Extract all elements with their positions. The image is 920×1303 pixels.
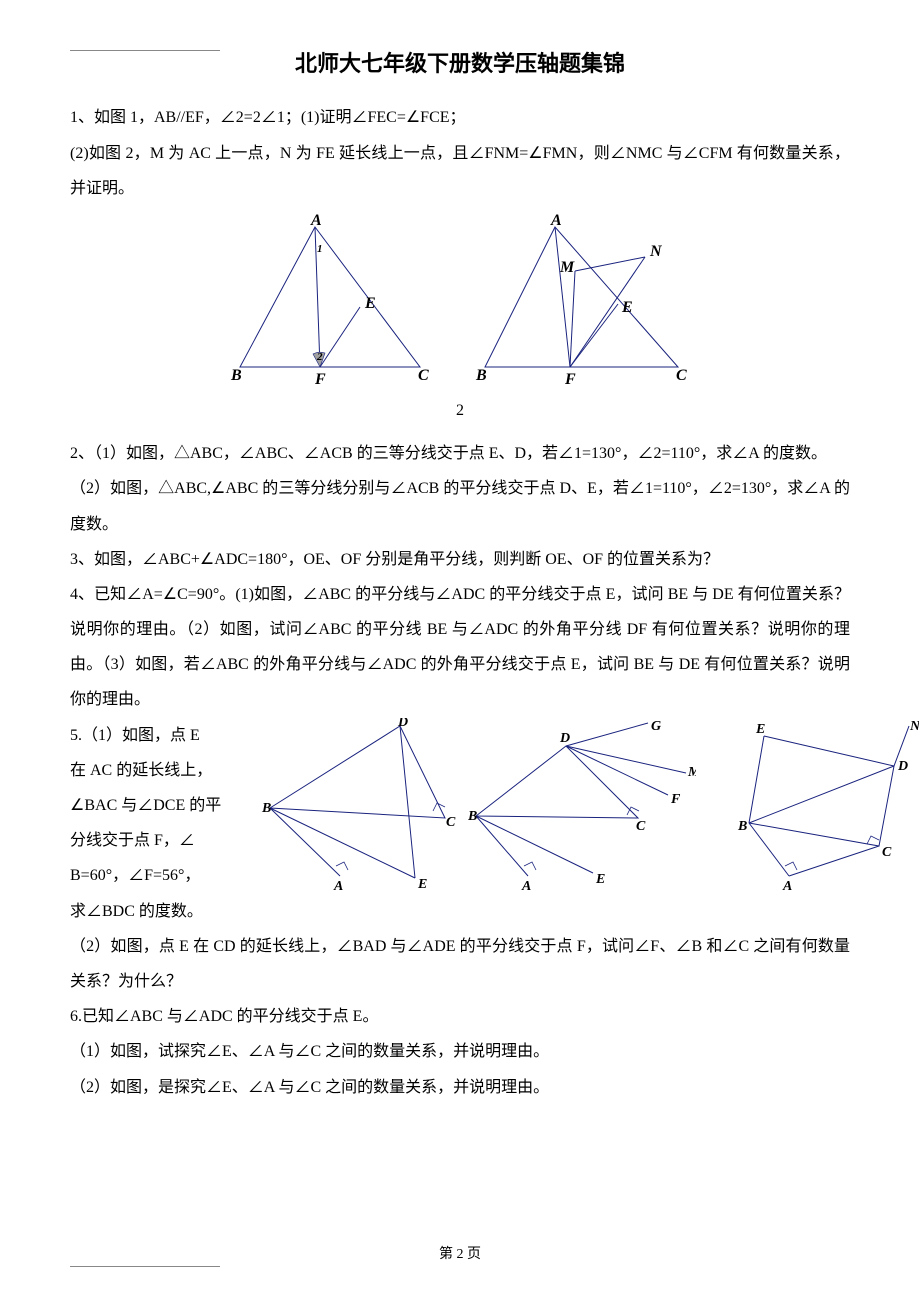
q1-part2: (2)如图 2，M 为 AC 上一点，N 为 FE 延长线上一点，且∠FNM=∠… — [70, 136, 850, 206]
q6-intro: 6.已知∠ABC 与∠ADC 的平分线交于点 E。 — [70, 999, 850, 1034]
footer: 第 2 页 — [70, 1240, 850, 1271]
svg-text:D: D — [397, 718, 408, 730]
svg-text:E: E — [595, 872, 605, 887]
svg-text:D: D — [897, 759, 908, 774]
svg-text:A: A — [310, 212, 322, 229]
svg-text:F: F — [564, 371, 576, 387]
svg-text:2: 2 — [316, 351, 323, 363]
svg-text:C: C — [636, 819, 646, 834]
svg-text:D: D — [559, 731, 570, 746]
q5-text-column: 5.（1）如图，点 E 在 AC 的延长线上， ∠BAC 与∠DCE 的平 分线… — [70, 718, 250, 894]
svg-text:B: B — [475, 367, 487, 384]
svg-text:C: C — [446, 815, 456, 830]
q4: 4、已知∠A=∠C=90°。(1)如图，∠ABC 的平分线与∠ADC 的平分线交… — [70, 577, 850, 718]
svg-text:B: B — [468, 809, 477, 824]
figure-2-label: 2 — [70, 393, 850, 428]
q6-part1: （1）如图，试探究∠E、∠A 与∠C 之间的数量关系，并说明理由。 — [70, 1034, 850, 1069]
q6-part2: （2）如图，是探究∠E、∠A 与∠C 之间的数量关系，并说明理由。 — [70, 1070, 850, 1105]
q5-line4: 分线交于点 F，∠ — [70, 823, 250, 858]
svg-text:N: N — [909, 719, 919, 734]
q5-block: 5.（1）如图，点 E 在 AC 的延长线上， ∠BAC 与∠DCE 的平 分线… — [70, 718, 850, 894]
q5-line1: 5.（1）如图，点 E — [70, 718, 250, 753]
q4-figures: B C D A E B — [260, 718, 919, 894]
svg-text:A: A — [550, 212, 562, 229]
figure-2: A B C E F M N — [470, 212, 695, 387]
svg-text:M: M — [687, 765, 696, 780]
figures-q1: A B C E F 1 2 A B C E — [70, 212, 850, 387]
svg-text:E: E — [755, 722, 765, 737]
svg-text:F: F — [314, 371, 326, 387]
figure-4a: B C D A E — [260, 718, 460, 893]
svg-text:B: B — [261, 801, 271, 816]
svg-text:N: N — [649, 243, 663, 260]
svg-text:A: A — [782, 879, 792, 893]
q2-part1: 2、（1）如图，△ABC，∠ABC、∠ACB 的三等分线交于点 E、D，若∠1=… — [70, 436, 850, 471]
q5-part2: （2）如图，点 E 在 CD 的延长线上，∠BAD 与∠ADE 的平分线交于点 … — [70, 929, 850, 999]
q5-line2: 在 AC 的延长线上， — [70, 753, 250, 788]
svg-text:A: A — [333, 879, 343, 893]
svg-text:G: G — [651, 719, 661, 734]
svg-text:C: C — [418, 367, 429, 384]
page-number: 第 2 页 — [439, 1240, 481, 1271]
q5-line3: ∠BAC 与∠DCE 的平 — [70, 788, 250, 823]
svg-text:C: C — [676, 367, 687, 384]
svg-text:E: E — [364, 295, 376, 312]
q3: 3、如图，∠ABC+∠ADC=180°，OE、OF 分别是角平分线，则判断 OE… — [70, 542, 850, 577]
header-rule — [70, 50, 220, 51]
figure-4c: B C D A E N — [704, 718, 919, 893]
svg-text:B: B — [737, 819, 747, 834]
q2-part2: （2）如图，△ABC,∠ABC 的三等分线分别与∠ACB 的平分线交于点 D、E… — [70, 471, 850, 541]
svg-text:F: F — [670, 792, 681, 807]
q5-line6: 求∠BDC 的度数。 — [70, 894, 850, 929]
figure-1: A B C E F 1 2 — [225, 212, 440, 387]
figure-4b: B C D A E G F M — [468, 718, 696, 893]
svg-text:1: 1 — [317, 243, 323, 255]
content: 1、如图 1，AB//EF，∠2=2∠1；(1)证明∠FEC=∠FCE； (2)… — [70, 100, 850, 1104]
q1-part1: 1、如图 1，AB//EF，∠2=2∠1；(1)证明∠FEC=∠FCE； — [70, 100, 850, 135]
q5-line5: B=60°，∠F=56°， — [70, 858, 250, 893]
svg-text:A: A — [521, 879, 531, 893]
page-title: 北师大七年级下册数学压轴题集锦 — [70, 40, 850, 88]
svg-text:C: C — [882, 845, 892, 860]
svg-text:B: B — [230, 367, 242, 384]
svg-text:M: M — [559, 259, 575, 276]
svg-text:E: E — [621, 299, 633, 316]
svg-text:E: E — [417, 877, 427, 892]
